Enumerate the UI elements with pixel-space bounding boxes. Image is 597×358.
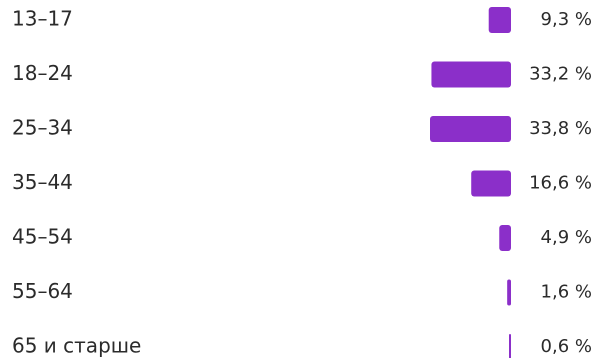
value-label: 33,2 % [529,64,592,85]
category-label: 18–24 [12,61,73,85]
bar [499,225,511,251]
bar [430,116,511,142]
value-label: 1,6 % [541,282,592,303]
bar [431,61,511,88]
value-label: 33,8 % [529,118,592,139]
value-label: 16,6 % [529,173,592,194]
category-label: 45–54 [12,225,73,249]
category-label: 55–64 [12,279,73,303]
category-label: 35–44 [12,170,73,194]
category-label: 13–17 [12,7,73,31]
bar [509,334,511,358]
category-label: 65 и старше [12,334,141,358]
value-label: 9,3 % [541,9,592,30]
bar [488,7,511,33]
bar [507,279,511,306]
bar [471,170,511,197]
category-label: 25–34 [12,116,73,140]
value-label: 4,9 % [541,227,592,248]
value-label: 0,6 % [541,336,592,357]
